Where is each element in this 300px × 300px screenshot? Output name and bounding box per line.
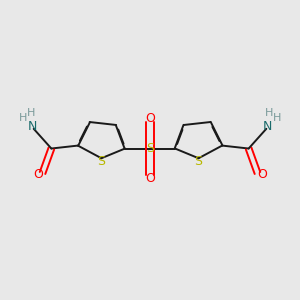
Text: S: S <box>98 155 105 168</box>
Text: O: O <box>257 168 267 181</box>
Text: S: S <box>195 155 203 168</box>
Text: H: H <box>272 113 281 124</box>
Text: N: N <box>28 120 37 133</box>
Text: H: H <box>27 108 35 118</box>
Text: O: O <box>146 172 155 185</box>
Text: N: N <box>263 120 272 133</box>
Text: H: H <box>265 108 273 118</box>
Text: S: S <box>146 142 154 155</box>
Text: O: O <box>146 112 155 125</box>
Text: O: O <box>33 168 43 181</box>
Text: H: H <box>19 113 28 124</box>
